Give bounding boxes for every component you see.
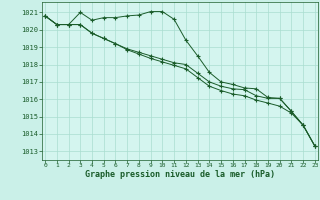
- X-axis label: Graphe pression niveau de la mer (hPa): Graphe pression niveau de la mer (hPa): [85, 170, 275, 179]
